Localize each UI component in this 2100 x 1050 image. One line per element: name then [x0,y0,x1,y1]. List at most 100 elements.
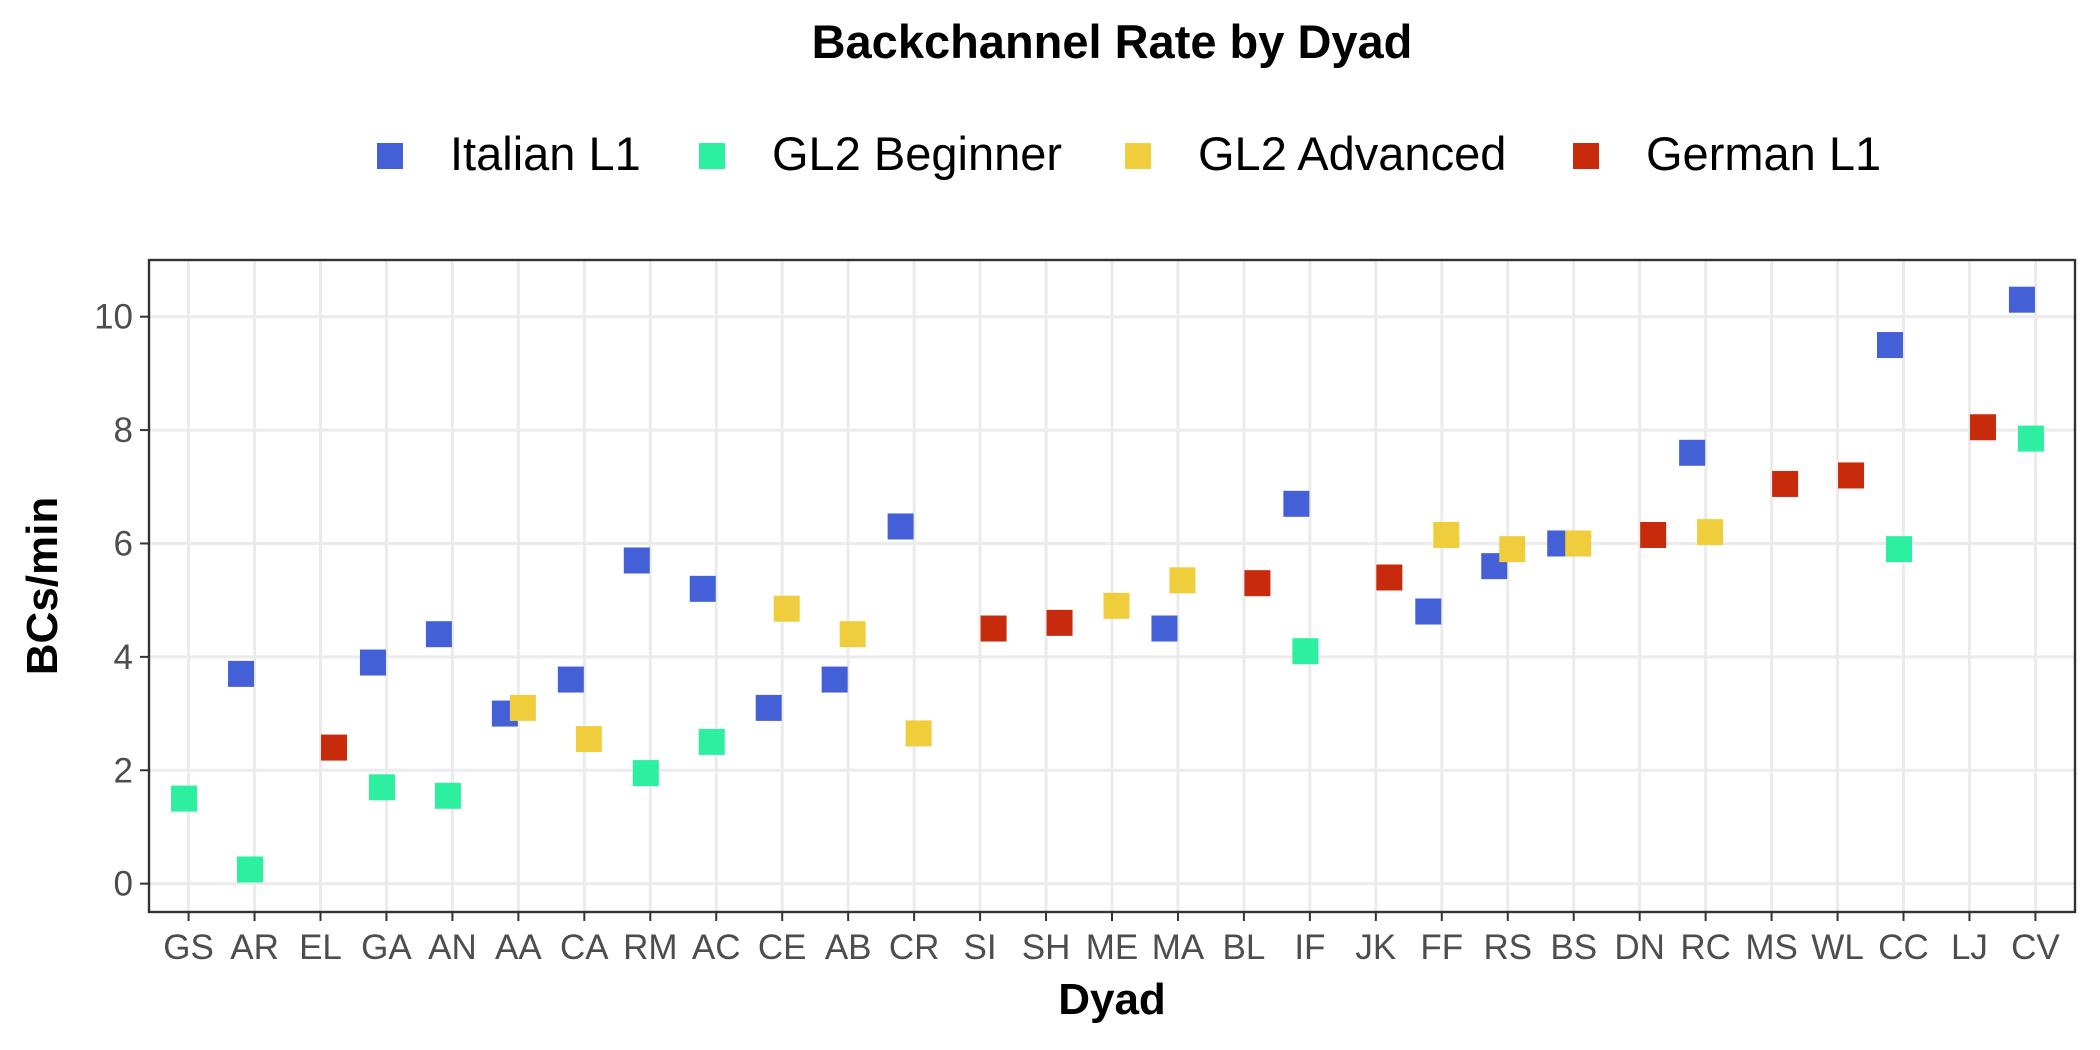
legend-item: GL2 Advanced [1125,127,1506,180]
x-tick-label: CR [889,928,940,967]
data-point [887,513,914,540]
x-tick-label: AC [692,928,741,967]
x-tick-label: EL [299,928,342,967]
data-point [1969,414,1996,441]
y-tick-label: 6 [114,524,133,563]
data-point [425,621,452,648]
x-tick-label: MS [1745,928,1798,967]
x-tick-label: RS [1483,928,1532,967]
y-axis: 0 2 4 6 8 10 [94,298,149,904]
legend-label: Italian L1 [450,127,641,180]
x-tick-label: BS [1550,928,1597,967]
x-tick-label: JK [1355,928,1396,967]
data-point [228,660,255,687]
data-point [623,547,650,574]
data-point [1244,570,1271,597]
data-point [1838,462,1865,489]
data-point [1433,521,1460,548]
x-tick-label: CC [1878,928,1929,967]
data-point [434,782,461,809]
x-tick-label: GA [361,928,412,967]
legend-swatch [1573,143,1599,169]
chart-title: Backchannel Rate by Dyad [812,15,1413,68]
data-point [2017,425,2044,452]
data-point [1886,536,1913,563]
x-tick-label: IF [1294,928,1325,967]
data-point [2008,286,2035,313]
legend-label: GL2 Beginner [772,127,1062,180]
data-point [1151,615,1178,642]
data-point [237,856,264,883]
x-tick-label: WL [1811,928,1864,967]
data-point [509,694,536,721]
data-point [320,734,347,761]
x-tick-label: AR [230,928,279,967]
legend-label: German L1 [1646,127,1881,180]
data-point [1046,609,1073,636]
data-point [1499,536,1526,563]
legend-label: GL2 Advanced [1198,127,1506,180]
x-tick-label: LJ [1951,928,1988,967]
data-point [171,785,198,812]
x-tick-label: FF [1420,928,1463,967]
x-tick-label: DN [1614,928,1665,967]
x-tick-label: RC [1680,928,1731,967]
data-point [1877,332,1904,359]
x-tick-label: GS [163,928,214,967]
legend: Italian L1 GL2 Beginner GL2 Advanced German… [377,127,1881,180]
y-tick-label: 8 [114,411,133,450]
x-tick-label: RM [623,928,677,967]
x-axis: GS AR EL GA AN AA CA RM AC CE AB CR SI SH ME MA BL IF JK FF… [163,912,2060,967]
y-axis-title: BCs/min [18,497,67,675]
legend-item: GL2 Beginner [699,127,1062,180]
x-tick-label: CE [758,928,807,967]
data-point [575,726,602,753]
legend-swatch [699,143,725,169]
data-point [1292,638,1319,665]
x-tick-label: ME [1086,928,1139,967]
data-point [980,615,1007,642]
data-point [1103,592,1130,619]
x-tick-label: BL [1223,928,1266,967]
data-point [773,595,800,622]
legend-swatch [377,143,403,169]
data-point [698,728,725,755]
x-tick-label: AN [428,928,477,967]
x-tick-label: AB [825,928,872,967]
x-tick-label: CA [560,928,609,967]
data-point [905,720,932,747]
legend-item: Italian L1 [377,127,641,180]
data-point [1565,530,1592,557]
data-points [171,286,2044,883]
data-point [1772,470,1799,497]
data-point [1376,564,1403,591]
data-point [1283,490,1310,517]
data-point [1415,598,1442,625]
x-tick-label: CV [2011,928,2060,967]
legend-swatch [1125,143,1151,169]
data-point [1679,439,1706,466]
data-point [632,760,659,787]
data-point [689,575,716,602]
data-point [1697,519,1724,546]
x-axis-title: Dyad [1058,975,1166,1024]
legend-item: German L1 [1573,127,1881,180]
y-tick-label: 10 [94,298,133,337]
data-point [359,649,386,676]
y-tick-label: 4 [114,638,133,677]
data-point [1169,567,1196,594]
data-point [839,621,866,648]
x-tick-label: AA [495,928,542,967]
data-point [821,666,848,693]
data-point [557,666,584,693]
y-tick-label: 2 [114,751,133,790]
data-point [755,694,782,721]
y-tick-label: 0 [114,865,133,904]
x-tick-label: SI [964,928,997,967]
grid [149,260,2075,912]
x-tick-label: SH [1022,928,1071,967]
data-point [1640,521,1667,548]
x-tick-label: MA [1152,928,1205,967]
